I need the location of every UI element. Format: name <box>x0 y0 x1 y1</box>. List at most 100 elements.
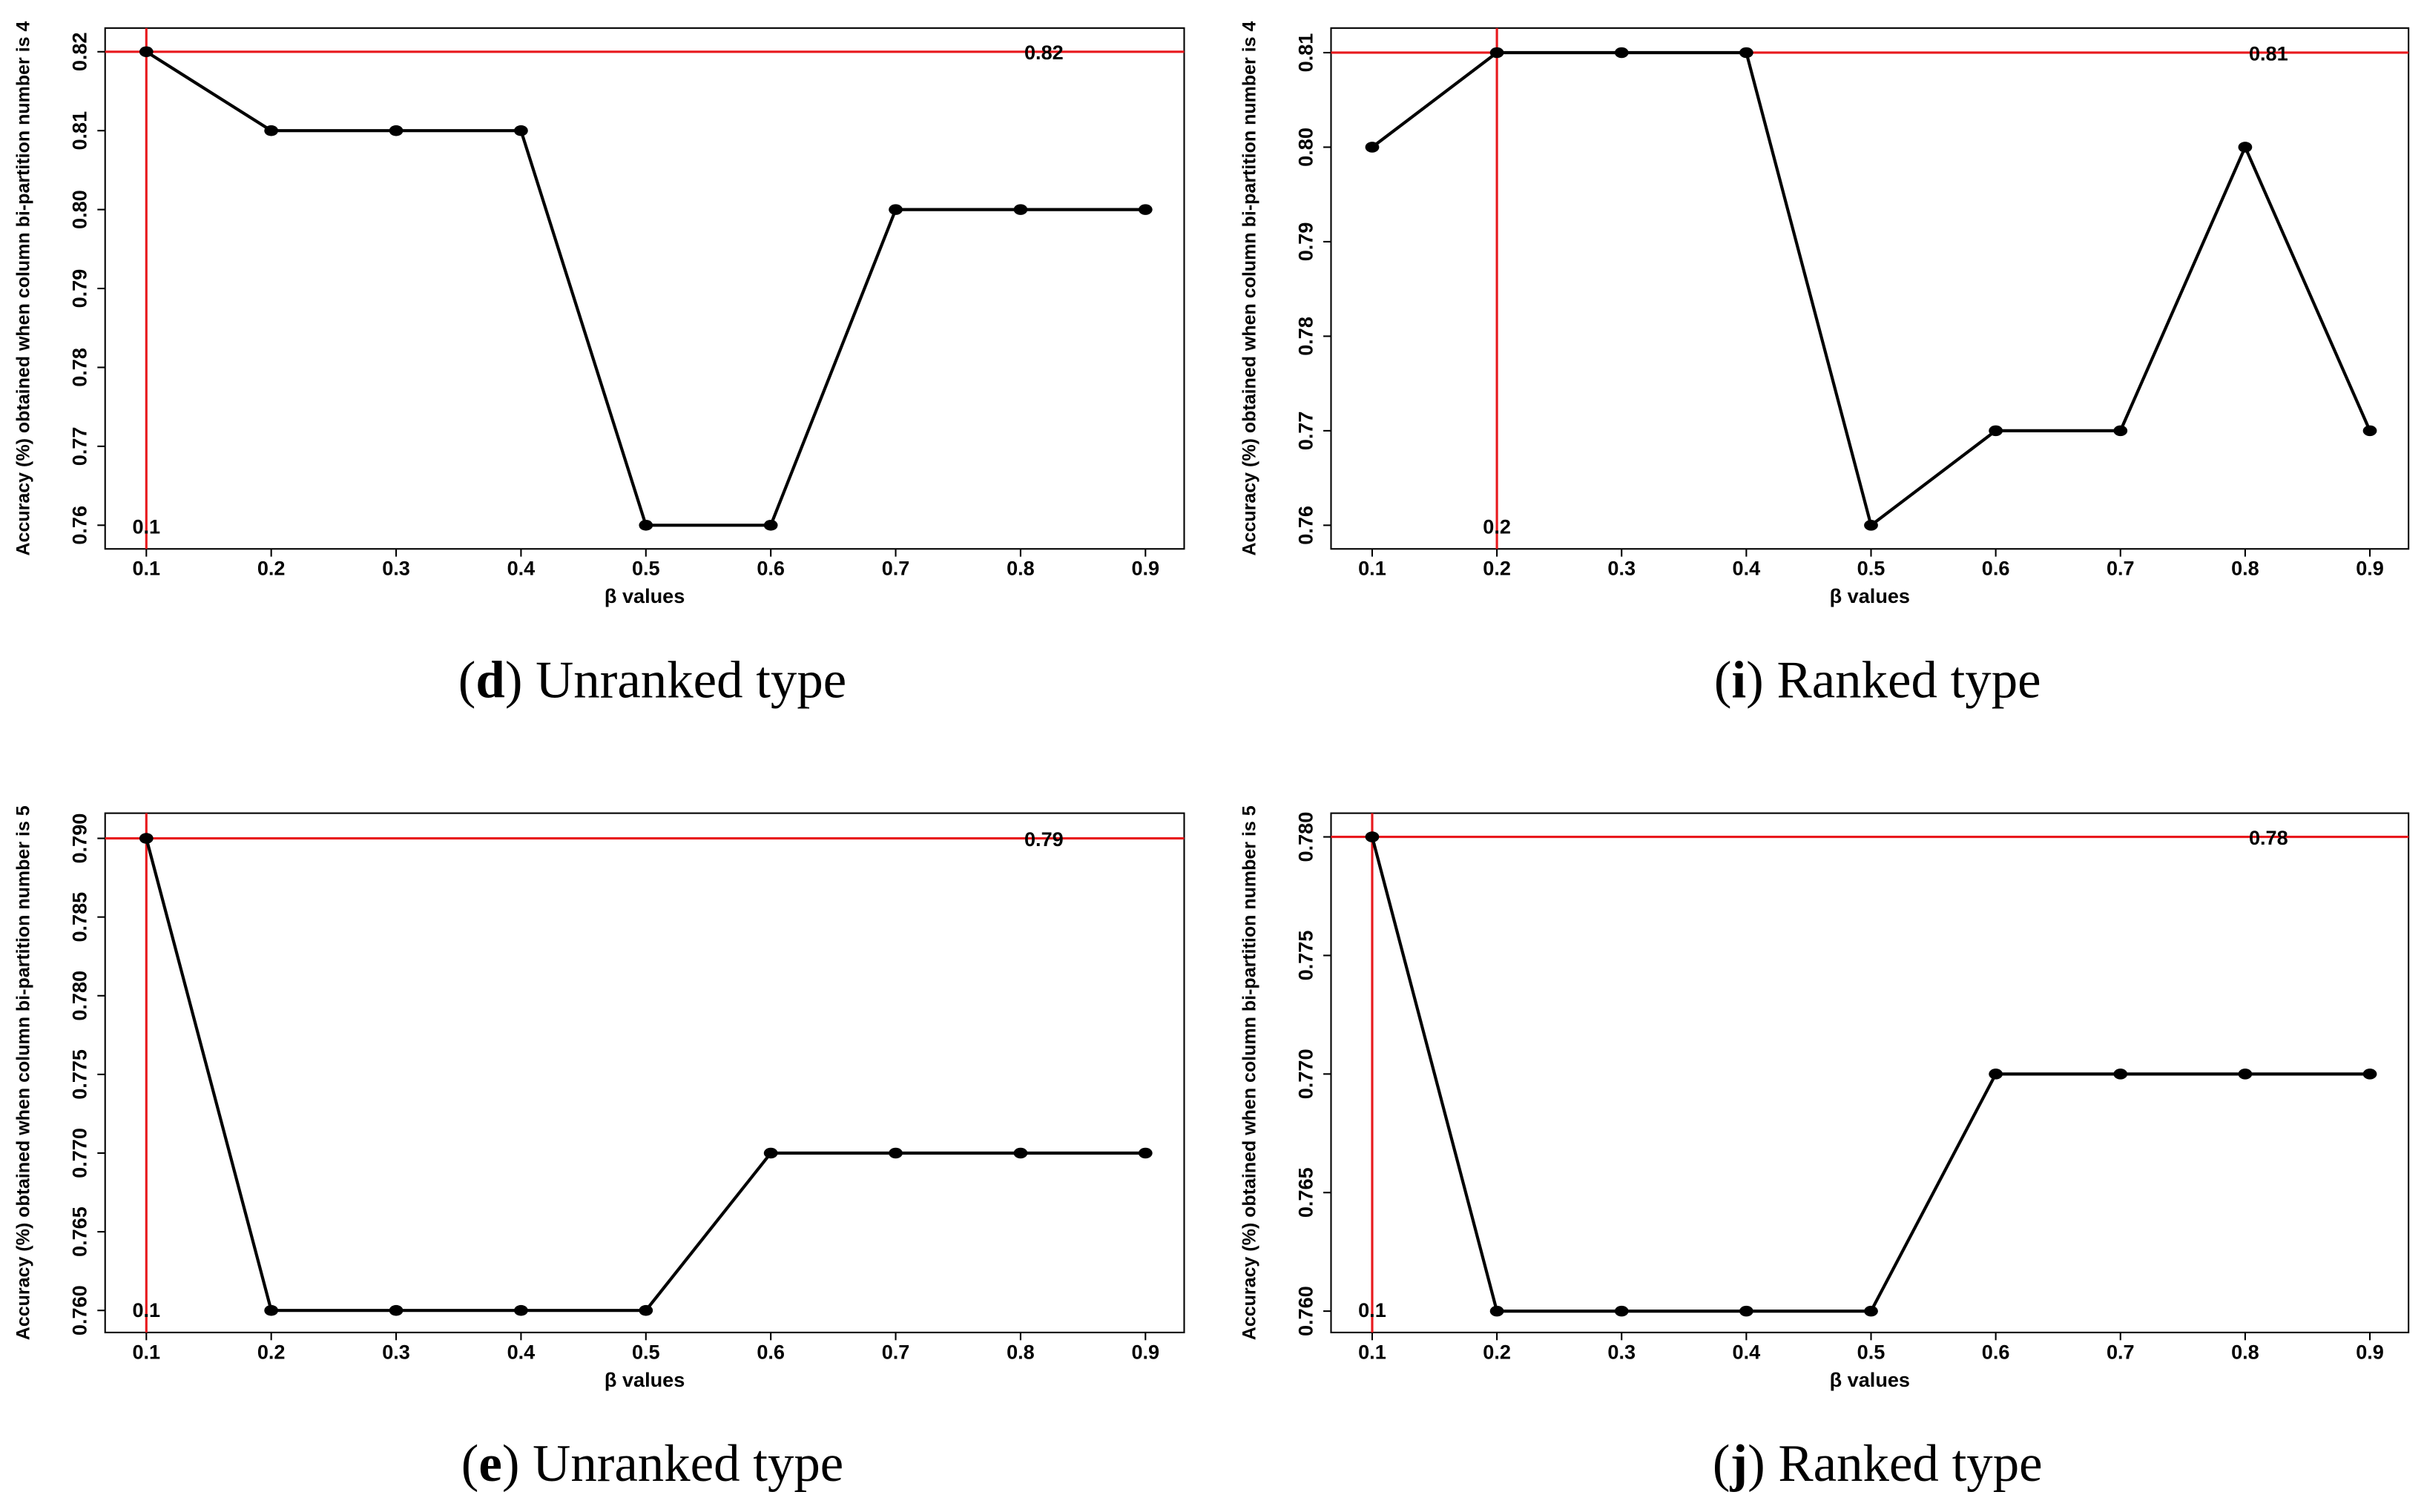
y-axis-label: Accuracy (%) obtained when column bi-par… <box>13 805 34 1340</box>
y-tick-label: 0.79 <box>68 269 91 308</box>
data-line <box>145 838 1146 1313</box>
data-point <box>1489 1305 1504 1317</box>
hline-annotation: 0.81 <box>2249 42 2288 65</box>
x-tick-label: 0.3 <box>382 557 410 580</box>
x-tick-label: 0.4 <box>1733 1340 1761 1363</box>
data-point <box>889 1147 903 1159</box>
x-tick-label: 0.5 <box>1857 557 1885 580</box>
caption: (j) Ranked type <box>1713 1435 2043 1493</box>
data-point <box>1864 1305 1878 1317</box>
y-tick-label: 0.780 <box>1294 812 1317 862</box>
y-tick-label: 0.780 <box>68 971 91 1021</box>
data-point <box>139 46 154 58</box>
data-point <box>889 204 903 215</box>
plot-frame <box>104 812 1185 1333</box>
caption-part: ) Ranked type <box>1748 1435 2042 1493</box>
hline-annotation: 0.82 <box>1024 41 1064 64</box>
y-tick-label: 0.765 <box>68 1206 91 1257</box>
data-point <box>1614 47 1629 59</box>
data-line <box>145 50 1146 527</box>
y-tick-label: 0.770 <box>1294 1049 1317 1099</box>
y-axis-label: Accuracy (%) obtained when column bi-par… <box>13 21 34 555</box>
x-tick-label: 0.9 <box>1131 1340 1159 1363</box>
caption: (e) Unranked type <box>461 1435 843 1493</box>
y-tick-label: 0.775 <box>1294 931 1317 981</box>
x-tick-label: 0.7 <box>2107 557 2135 580</box>
data-point <box>763 519 778 531</box>
data-line <box>1370 836 2371 1313</box>
y-tick-label: 0.775 <box>68 1049 91 1100</box>
x-tick-label: 0.9 <box>2356 1340 2384 1363</box>
x-tick-label: 0.4 <box>507 557 536 580</box>
x-tick-label: 0.1 <box>132 1340 160 1363</box>
x-tick-label: 0.5 <box>632 1340 660 1363</box>
x-tick-label: 0.3 <box>382 1340 410 1363</box>
data-point <box>1489 47 1504 59</box>
caption-part: e <box>478 1435 501 1493</box>
caption-part: d <box>475 651 504 709</box>
y-tick-label: 0.81 <box>1294 33 1317 73</box>
x-tick-label: 0.1 <box>132 557 160 580</box>
data-point <box>1864 520 1878 531</box>
data-point <box>1739 47 1753 59</box>
x-tick-label: 0.8 <box>2231 557 2259 580</box>
data-point <box>2362 1069 2377 1080</box>
y-tick-label: 0.81 <box>68 111 91 151</box>
x-tick-label: 0.4 <box>1733 557 1761 580</box>
data-point <box>264 1304 279 1316</box>
x-tick-label: 0.5 <box>632 557 660 580</box>
data-point <box>2113 425 2128 437</box>
x-tick-label: 0.1 <box>1358 1340 1386 1363</box>
data-point <box>264 125 279 136</box>
x-tick-label: 0.6 <box>757 1340 785 1363</box>
y-tick-label: 0.785 <box>68 892 91 942</box>
y-tick-label: 0.76 <box>68 506 91 545</box>
data-point <box>1138 204 1153 215</box>
x-axis-label: β values <box>605 1368 685 1391</box>
plot-frame <box>1330 812 2410 1333</box>
x-tick-label: 0.2 <box>257 1340 286 1363</box>
data-point <box>1989 425 2003 437</box>
y-tick-label: 0.765 <box>1294 1167 1317 1218</box>
data-point <box>514 125 528 136</box>
x-tick-label: 0.4 <box>507 1340 536 1363</box>
data-point <box>514 1304 528 1316</box>
y-tick-label: 0.770 <box>68 1128 91 1178</box>
y-tick-label: 0.78 <box>1294 317 1317 356</box>
caption-part: ( <box>1713 1435 1730 1493</box>
x-tick-label: 0.6 <box>757 557 785 580</box>
y-tick-label: 0.77 <box>68 427 91 466</box>
data-point <box>2238 142 2253 153</box>
caption: (d) Unranked type <box>458 651 846 709</box>
hline-annotation: 0.79 <box>1024 828 1064 851</box>
x-tick-label: 0.7 <box>882 557 910 580</box>
data-point <box>2113 1069 2128 1080</box>
x-tick-label: 0.8 <box>1007 1340 1035 1363</box>
data-point <box>2238 1069 2253 1080</box>
x-tick-label: 0.2 <box>1483 557 1511 580</box>
x-tick-label: 0.6 <box>1982 1340 2010 1363</box>
vline-annotation: 0.1 <box>132 1298 160 1321</box>
x-tick-label: 0.1 <box>1358 557 1386 580</box>
y-tick-label: 0.76 <box>1294 506 1317 545</box>
y-axis-label: Accuracy (%) obtained when column bi-par… <box>1239 21 1259 555</box>
caption-part: ( <box>461 1435 479 1493</box>
y-tick-label: 0.77 <box>1294 412 1317 451</box>
caption-part: i <box>1731 651 1746 709</box>
hline-annotation: 0.78 <box>2249 826 2288 849</box>
x-axis-label: β values <box>605 584 685 607</box>
vline-annotation: 0.2 <box>1483 515 1511 538</box>
x-tick-label: 0.9 <box>2356 557 2384 580</box>
vline-annotation: 0.1 <box>132 515 160 538</box>
caption-part: j <box>1729 1435 1748 1493</box>
data-point <box>1365 831 1380 842</box>
y-tick-label: 0.790 <box>68 813 91 864</box>
data-point <box>1989 1069 2003 1080</box>
data-point <box>1013 204 1028 215</box>
data-line <box>1371 50 2371 528</box>
caption-part: ) Ranked type <box>1746 651 2041 709</box>
y-tick-label: 0.760 <box>1294 1286 1317 1336</box>
x-tick-label: 0.8 <box>1007 557 1035 580</box>
